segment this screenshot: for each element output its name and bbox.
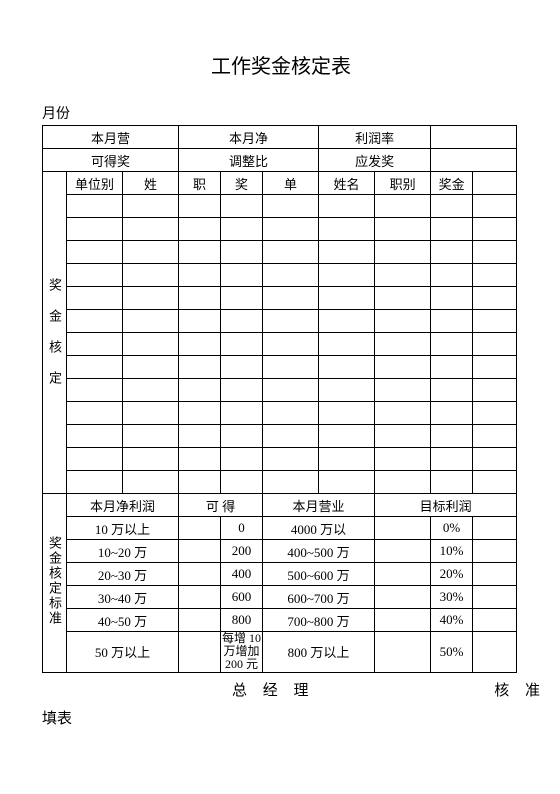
std-header: 奖金核定标准 本月净利润 可 得 本月营业 目标利润 xyxy=(43,494,517,517)
hdr-kedejiang: 可得奖 xyxy=(43,149,179,172)
std-col-a: 本月净利润 xyxy=(67,494,179,517)
table-row xyxy=(43,379,517,402)
main-table: 本月营 本月净 利润率 可得奖 调整比 应发奖 奖金核定 单位别 姓 职 奖 单… xyxy=(42,125,517,673)
table-row xyxy=(43,264,517,287)
std-row: 20~30 万 400 500~600 万 20% xyxy=(43,563,517,586)
hdr-lirunlv: 利润率 xyxy=(319,126,431,149)
std-col-b: 可 得 xyxy=(179,494,263,517)
table-row xyxy=(43,448,517,471)
col-zhibie: 职别 xyxy=(375,172,431,195)
hdr-yingfajiang: 应发奖 xyxy=(319,149,431,172)
table-row xyxy=(43,241,517,264)
col-jiang: 奖 xyxy=(221,172,263,195)
hdr-blank2 xyxy=(431,149,517,172)
side-label-2: 奖金核定标准 xyxy=(43,494,67,673)
col-danweibie: 单位别 xyxy=(67,172,123,195)
side-label-1: 奖金核定 xyxy=(43,172,67,494)
approve-label: 核 准 xyxy=(494,679,546,700)
std-row: 10 万以上 0 4000 万以 0% xyxy=(43,517,517,540)
fill-label: 填表 xyxy=(42,707,520,728)
std-col-d: 目标利润 xyxy=(375,494,517,517)
table-row xyxy=(43,287,517,310)
col-jiangjin: 奖金 xyxy=(431,172,473,195)
general-manager-label: 总 经 理 xyxy=(232,679,315,700)
col-dan: 单 xyxy=(263,172,319,195)
table-row xyxy=(43,471,517,494)
std-row: 40~50 万 800 700~800 万 40% xyxy=(43,609,517,632)
col-xingming: 姓名 xyxy=(319,172,375,195)
std-col-c: 本月营业 xyxy=(263,494,375,517)
footer-row: 总 经 理 核 准 xyxy=(42,679,516,701)
hdr-tiaozhengbi: 调整比 xyxy=(179,149,319,172)
col-zhi: 职 xyxy=(179,172,221,195)
hdr-blank1 xyxy=(431,126,517,149)
std-row: 10~20 万 200 400~500 万 10% xyxy=(43,540,517,563)
hdr-benyueying: 本月营 xyxy=(43,126,179,149)
std-row: 50 万以上 每增 10万增加200 元 800 万以上 50% xyxy=(43,632,517,673)
table-row xyxy=(43,425,517,448)
hdr-benyuejing: 本月净 xyxy=(179,126,319,149)
table-row xyxy=(43,218,517,241)
page-title: 工作奖金核定表 xyxy=(42,50,520,79)
page: 工作奖金核定表 月份 本月营 本月净 利润率 可得奖 调整比 应发奖 xyxy=(0,0,560,794)
table-row xyxy=(43,356,517,379)
table-row xyxy=(43,402,517,425)
col-blank xyxy=(473,172,517,195)
month-label: 月份 xyxy=(42,103,520,123)
table-row xyxy=(43,195,517,218)
table-row xyxy=(43,310,517,333)
std-row: 30~40 万 600 600~700 万 30% xyxy=(43,586,517,609)
header-row-1: 本月营 本月净 利润率 xyxy=(43,126,517,149)
column-headers: 奖金核定 单位别 姓 职 奖 单 姓名 职别 奖金 xyxy=(43,172,517,195)
header-row-2: 可得奖 调整比 应发奖 xyxy=(43,149,517,172)
table-row xyxy=(43,333,517,356)
col-xing: 姓 xyxy=(123,172,179,195)
